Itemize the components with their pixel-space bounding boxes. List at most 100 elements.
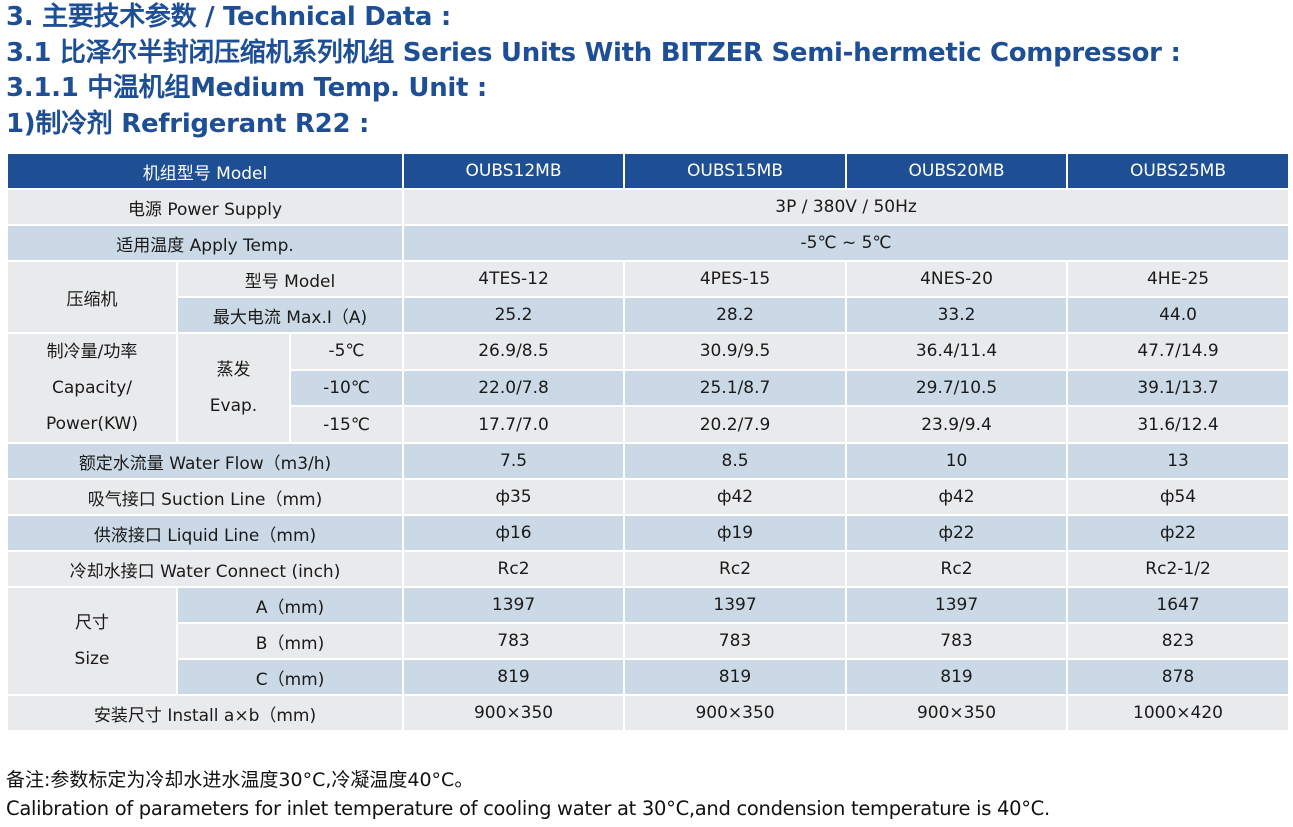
- notes: 备注:参数标定为冷却水进水温度30°C,冷凝温度40°C。 Calibratio…: [6, 766, 1050, 824]
- size-cell: 819: [845, 658, 1069, 696]
- compressor-model-cell: 4HE-25: [1066, 260, 1291, 298]
- size-cell: 1397: [623, 586, 848, 624]
- install-size-label: 安装尺寸 Install a×b（mm): [5, 694, 405, 732]
- power-supply-label: 电源 Power Supply: [5, 188, 405, 226]
- capacity-cell: 23.9/9.4: [845, 405, 1069, 444]
- liquid-line-cell: ф19: [623, 514, 848, 552]
- evap-temp-cell: -5℃: [288, 332, 405, 371]
- water-flow-row: 额定水流量 Water Flow（m3/h) 7.5 8.5 10 13: [5, 442, 1291, 480]
- water-connect-label: 冷却水接口 Water Connect (inch): [5, 550, 405, 588]
- capacity-cell: 17.7/7.0: [402, 405, 626, 444]
- apply-temp-value: -5℃ ~ 5℃: [402, 224, 1291, 262]
- power-supply-value: 3P / 380V / 50Hz: [402, 188, 1291, 226]
- subsection-title: 3.1 比泽尔半封闭压缩机系列机组 Series Units With BITZ…: [6, 37, 1181, 68]
- water-flow-cell: 13: [1066, 442, 1291, 480]
- capacity-cell: 29.7/10.5: [845, 368, 1069, 408]
- model-header-cell: OUBS20MB: [845, 152, 1069, 190]
- capacity-label: 制冷量/功率 Capacity/ Power(KW): [6, 332, 178, 444]
- water-connect-cell: Rc2: [623, 550, 848, 588]
- size-label-line: 尺寸: [75, 613, 109, 633]
- capacity-cell: 25.1/8.7: [623, 368, 848, 408]
- capacity-cell: 47.7/14.9: [1066, 332, 1291, 371]
- size-cell: 1647: [1066, 586, 1291, 624]
- suction-line-cell: ф42: [623, 478, 848, 516]
- water-connect-cell: Rc2: [402, 550, 626, 588]
- liquid-line-row: 供液接口 Liquid Line（mm) ф16 ф19 ф22 ф22: [5, 514, 1291, 552]
- capacity-row: -10℃ 22.0/7.8 25.1/8.7 29.7/10.5 39.1/13…: [7, 368, 1291, 408]
- size-row: C（mm) 819 819 819 878: [7, 658, 1291, 696]
- size-cell: 819: [402, 658, 626, 696]
- capacity-cell: 30.9/9.5: [623, 332, 848, 371]
- suction-line-cell: ф35: [402, 478, 626, 516]
- size-dim-label: C（mm): [175, 658, 405, 696]
- max-current-row: 最大电流 Max.I（A) 25.2 28.2 33.2 44.0: [7, 296, 1291, 334]
- capacity-cell: 39.1/13.7: [1066, 368, 1291, 408]
- capacity-cell: 20.2/7.9: [623, 405, 848, 444]
- compressor-model-cell: 4PES-15: [623, 260, 848, 298]
- capacity-cell: 36.4/11.4: [845, 332, 1069, 371]
- capacity-label-line: Capacity/: [51, 378, 133, 398]
- evap-label-line: Evap.: [209, 396, 258, 416]
- liquid-line-label: 供液接口 Liquid Line（mm): [5, 514, 405, 552]
- install-size-cell: 900×350: [402, 694, 626, 732]
- water-connect-row: 冷却水接口 Water Connect (inch) Rc2 Rc2 Rc2 R…: [5, 550, 1291, 588]
- max-current-cell: 25.2: [402, 296, 626, 334]
- size-cell: 783: [623, 622, 848, 660]
- capacity-label-line: Power(KW): [45, 414, 138, 434]
- water-flow-cell: 8.5: [623, 442, 848, 480]
- size-cell: 783: [845, 622, 1069, 660]
- refrigerant-title: 1)制冷剂 Refrigerant R22 :: [6, 108, 370, 139]
- size-cell: 1397: [845, 586, 1069, 624]
- evap-temp-cell: -15℃: [288, 405, 405, 444]
- water-flow-label: 额定水流量 Water Flow（m3/h): [5, 442, 405, 480]
- model-header-cell: OUBS12MB: [402, 152, 626, 190]
- install-size-cell: 900×350: [845, 694, 1069, 732]
- install-size-row: 安装尺寸 Install a×b（mm) 900×350 900×350 900…: [5, 694, 1291, 732]
- evap-label: 蒸发 Evap.: [176, 332, 291, 444]
- note-en: Calibration of parameters for inlet temp…: [6, 797, 1050, 820]
- size-label-line: Size: [74, 649, 110, 669]
- water-flow-cell: 7.5: [402, 442, 626, 480]
- model-header-cell: OUBS15MB: [623, 152, 848, 190]
- liquid-line-cell: ф16: [402, 514, 626, 552]
- compressor-model-cell: 4TES-12: [402, 260, 626, 298]
- suction-line-cell: ф42: [845, 478, 1069, 516]
- technical-data-table: 机组型号 Model OUBS12MB OUBS15MB OUBS20MB OU…: [5, 152, 1291, 732]
- size-cell: 878: [1066, 658, 1291, 696]
- apply-temp-row: 适用温度 Apply Temp. -5℃ ~ 5℃: [5, 224, 1291, 262]
- compressor-model-row: 压缩机 型号 Model 4TES-12 4PES-15 4NES-20 4HE…: [6, 260, 1291, 334]
- compressor-label: 压缩机: [6, 260, 178, 334]
- suction-line-cell: ф54: [1066, 478, 1291, 516]
- size-dim-label: A（mm): [175, 586, 405, 624]
- max-current-cell: 33.2: [845, 296, 1069, 334]
- apply-temp-label: 适用温度 Apply Temp.: [5, 224, 405, 262]
- evap-label-line: 蒸发: [216, 360, 251, 380]
- compressor-model-label: 型号 Model: [175, 260, 405, 298]
- headings: 3. 主要技术参数 / Technical Data : 3.1 比泽尔半封闭压…: [6, 0, 1181, 142]
- capacity-label-line: 制冷量/功率: [46, 342, 138, 362]
- capacity-cell: 26.9/8.5: [402, 332, 626, 371]
- size-cell: 819: [623, 658, 848, 696]
- size-cell: 823: [1066, 622, 1291, 660]
- max-current-cell: 44.0: [1066, 296, 1291, 334]
- capacity-cell: 31.6/12.4: [1066, 405, 1291, 444]
- model-header-cell: OUBS25MB: [1066, 152, 1291, 190]
- size-row: B（mm) 783 783 783 823: [7, 622, 1291, 660]
- model-header-label: 机组型号 Model: [5, 152, 405, 190]
- table-header-row: 机组型号 Model OUBS12MB OUBS15MB OUBS20MB OU…: [5, 152, 1291, 190]
- evap-temp-cell: -10℃: [288, 368, 405, 408]
- section-title: 3. 主要技术参数 / Technical Data :: [6, 2, 451, 32]
- max-current-cell: 28.2: [623, 296, 848, 334]
- power-supply-row: 电源 Power Supply 3P / 380V / 50Hz: [5, 188, 1291, 226]
- capacity-row: 制冷量/功率 Capacity/ Power(KW) 蒸发 Evap. -5℃ …: [6, 332, 1291, 444]
- compressor-model-cell: 4NES-20: [845, 260, 1069, 298]
- size-label: 尺寸 Size: [6, 586, 178, 696]
- size-cell: 783: [402, 622, 626, 660]
- suction-line-label: 吸气接口 Suction Line（mm): [5, 478, 405, 516]
- size-row: 尺寸 Size A（mm) 1397 1397 1397 1647: [6, 586, 1291, 696]
- unit-title: 3.1.1 中温机组Medium Temp. Unit :: [6, 73, 488, 103]
- install-size-cell: 900×350: [623, 694, 848, 732]
- capacity-cell: 22.0/7.8: [402, 368, 626, 408]
- install-size-cell: 1000×420: [1066, 694, 1291, 732]
- size-dim-label: B（mm): [175, 622, 405, 660]
